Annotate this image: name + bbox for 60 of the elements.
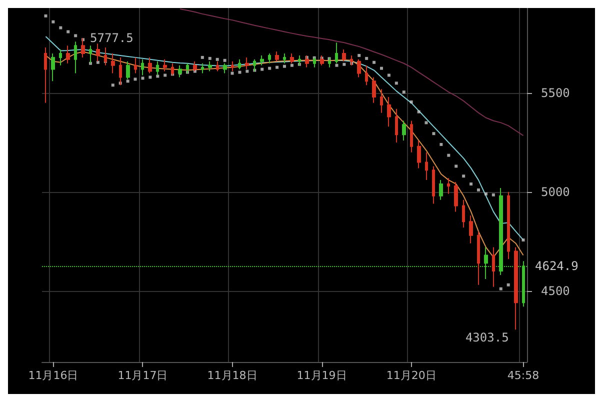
candlestick [387,96,391,128]
candlestick [425,152,428,181]
candlestick [395,108,398,143]
candlestick [245,56,249,70]
candlestick [439,180,443,200]
candlestick [410,120,413,153]
candlestick [290,52,294,64]
candlestick [141,58,144,76]
x-tick-label: 45:58 [507,369,540,382]
candlestick [163,58,167,72]
candlestick [148,56,152,74]
candlestick [66,45,70,64]
candlestick [208,60,212,72]
candlestick [216,60,219,72]
candlestick [283,52,286,64]
candlestick [447,178,450,194]
candlestick [432,166,435,204]
candlestick [365,64,368,86]
annotation: 5777.5 [90,31,134,46]
candlestick [492,246,495,288]
candlestick [514,246,518,330]
candlestick [201,62,204,74]
y-tick-label: 5500 [541,86,570,100]
candlestick [260,54,264,66]
candlestick [342,49,346,62]
candlestick [507,191,510,260]
candlestick [268,52,271,64]
candlestick [51,52,55,82]
candlestick [59,49,62,66]
y-tick-label: 5000 [541,184,570,199]
candlestick [402,120,406,142]
y-tick-label: 4500 [541,284,570,298]
candlestick [477,230,480,286]
candlestick [44,47,47,104]
candlestick [454,182,458,212]
ref-line-label: 4624.9 [535,259,578,274]
x-tick-label: 11月19日 [296,369,347,382]
x-tick-label: 11月16日 [28,369,78,382]
candlestick [275,51,279,62]
candlestick [111,52,115,74]
candlestick [126,60,130,80]
candlestick [357,58,361,78]
candlestick [96,43,100,62]
candlestick [335,42,338,64]
line-series [180,8,524,136]
candlestick [417,140,421,169]
candlestick [231,60,234,72]
x-tick-label: 11月20日 [386,369,436,382]
candlestick [156,60,159,76]
x-tick-label: 11月18日 [207,369,258,382]
candlestick [380,88,383,114]
candlestick [74,41,77,74]
candlestick [238,58,241,70]
x-tick-label: 11月17日 [118,369,168,382]
candlestick [223,62,227,74]
candlestick [469,215,473,244]
annotation: 4303.5 [465,330,509,345]
candlestick [134,56,137,74]
candlestick [462,199,465,228]
candlestick [372,76,376,104]
